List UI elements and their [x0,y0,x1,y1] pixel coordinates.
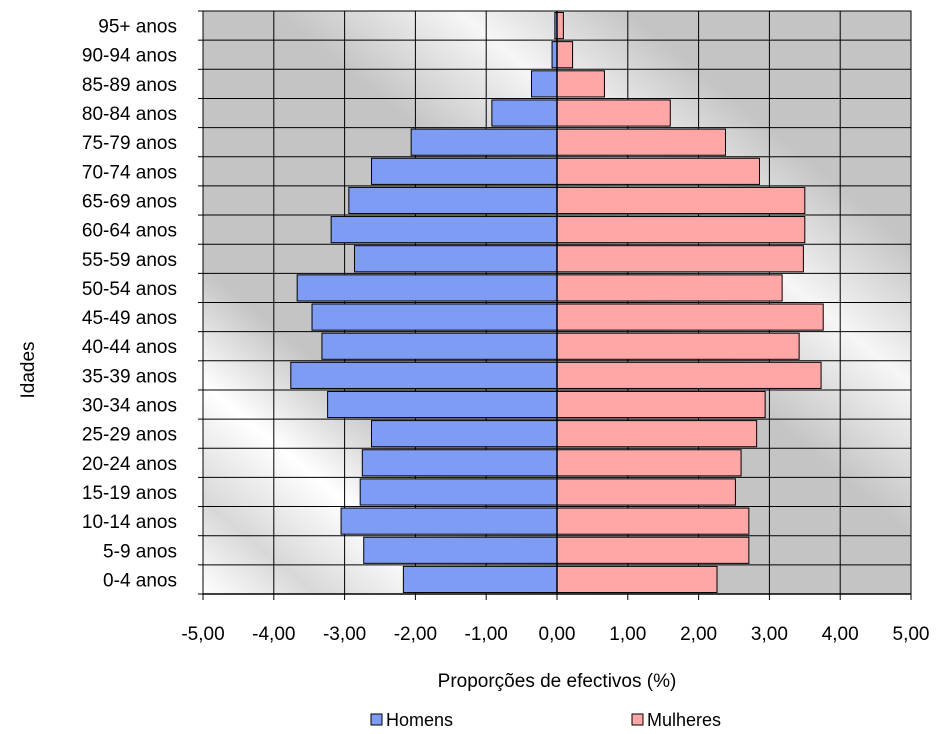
bar-mulheres-19 [556,12,564,40]
bar-mulheres-7 [556,361,822,389]
bar-mulheres-15 [556,128,727,156]
y-axis-title: Idades [18,341,39,398]
category-label: 70-74 anos [82,162,177,183]
bar-mulheres-12 [556,216,806,244]
category-label: 30-34 anos [82,396,177,417]
axes [198,10,912,600]
bar-mulheres-8 [556,332,800,360]
category-label: 60-64 anos [82,221,177,242]
x-tick-label: -1,00 [465,624,508,645]
bar-homens-12 [330,216,558,244]
bar-mulheres-17 [556,70,605,98]
legend-swatch-mulheres [631,713,644,726]
category-label: 5-9 anos [103,541,177,562]
bar-homens-7 [290,361,558,389]
bar-mulheres-4 [556,449,742,477]
bar-mulheres-14 [556,157,760,185]
bar-homens-16 [491,99,558,127]
bar-homens-6 [327,390,558,419]
bar-homens-3 [359,478,558,506]
bar-homens-15 [410,128,558,156]
bar-homens-4 [361,449,558,477]
bar-homens-13 [348,186,558,215]
bar-mulheres-18 [556,41,574,69]
x-tick-label: -4,00 [252,624,295,645]
x-tick-labels: -5,00 -4,00 -3,00 -2,00 -1,00 0,00 1,00 2,00 3,0… [181,624,929,645]
category-label: 85-89 anos [82,75,177,96]
bar-homens-10 [296,274,558,302]
bar-homens-5 [371,420,558,448]
category-label: 15-19 anos [82,483,177,504]
bar-mulheres-2 [556,507,750,535]
x-axis-title: Proporções de efectivos (%) [438,671,677,692]
x-tick-label: -2,00 [394,624,437,645]
x-tick-label: 4,00 [822,624,859,645]
x-tick-label: 3,00 [751,624,788,645]
x-tick-label: -3,00 [323,624,366,645]
category-label: 10-14 anos [82,512,177,533]
bar-mulheres-0 [556,565,718,593]
x-tick-label: 0,00 [539,624,576,645]
category-label: 80-84 anos [82,104,177,125]
category-label: 90-94 anos [82,46,177,67]
category-label: 40-44 anos [82,337,177,358]
bar-homens-14 [371,157,558,185]
legend-label-homens: Homens [386,710,453,730]
bar-mulheres-1 [556,536,750,564]
bar-mulheres-5 [556,420,758,448]
legend-label-mulheres: Mulheres [647,710,721,730]
bars [290,12,824,593]
bar-mulheres-6 [556,390,766,419]
bar-mulheres-10 [556,274,783,302]
category-label: 45-49 anos [82,308,177,329]
x-tick-label: 2,00 [680,624,717,645]
category-label: 0-4 anos [103,570,177,591]
x-tick-label: 5,00 [893,624,930,645]
bar-mulheres-16 [556,99,671,127]
category-labels: 0-4 anos 5-9 anos 10-14 anos 15-19 anos 20-2… [82,17,177,592]
category-label: 75-79 anos [82,133,177,154]
category-label: 95+ anos [98,17,177,38]
category-label: 35-39 anos [82,366,177,387]
category-label: 50-54 anos [82,279,177,300]
bar-homens-9 [311,303,558,331]
bar-mulheres-11 [556,245,804,273]
category-label: 25-29 anos [82,425,177,446]
legend-swatch-homens [370,713,383,726]
bar-mulheres-13 [556,186,806,215]
bar-homens-8 [321,332,558,360]
x-tick-label: -5,00 [181,624,224,645]
x-tick-label: 1,00 [609,624,646,645]
bar-homens-2 [340,507,558,535]
legend: Homens Mulheres [370,710,721,730]
bar-homens-17 [531,70,558,98]
category-label: 20-24 anos [82,454,177,475]
category-label: 65-69 anos [82,191,177,212]
bar-homens-11 [354,245,558,273]
bar-homens-0 [402,565,558,593]
category-label: 55-59 anos [82,250,177,271]
bar-mulheres-9 [556,303,824,331]
bar-homens-1 [363,536,558,564]
bar-mulheres-3 [556,478,736,506]
